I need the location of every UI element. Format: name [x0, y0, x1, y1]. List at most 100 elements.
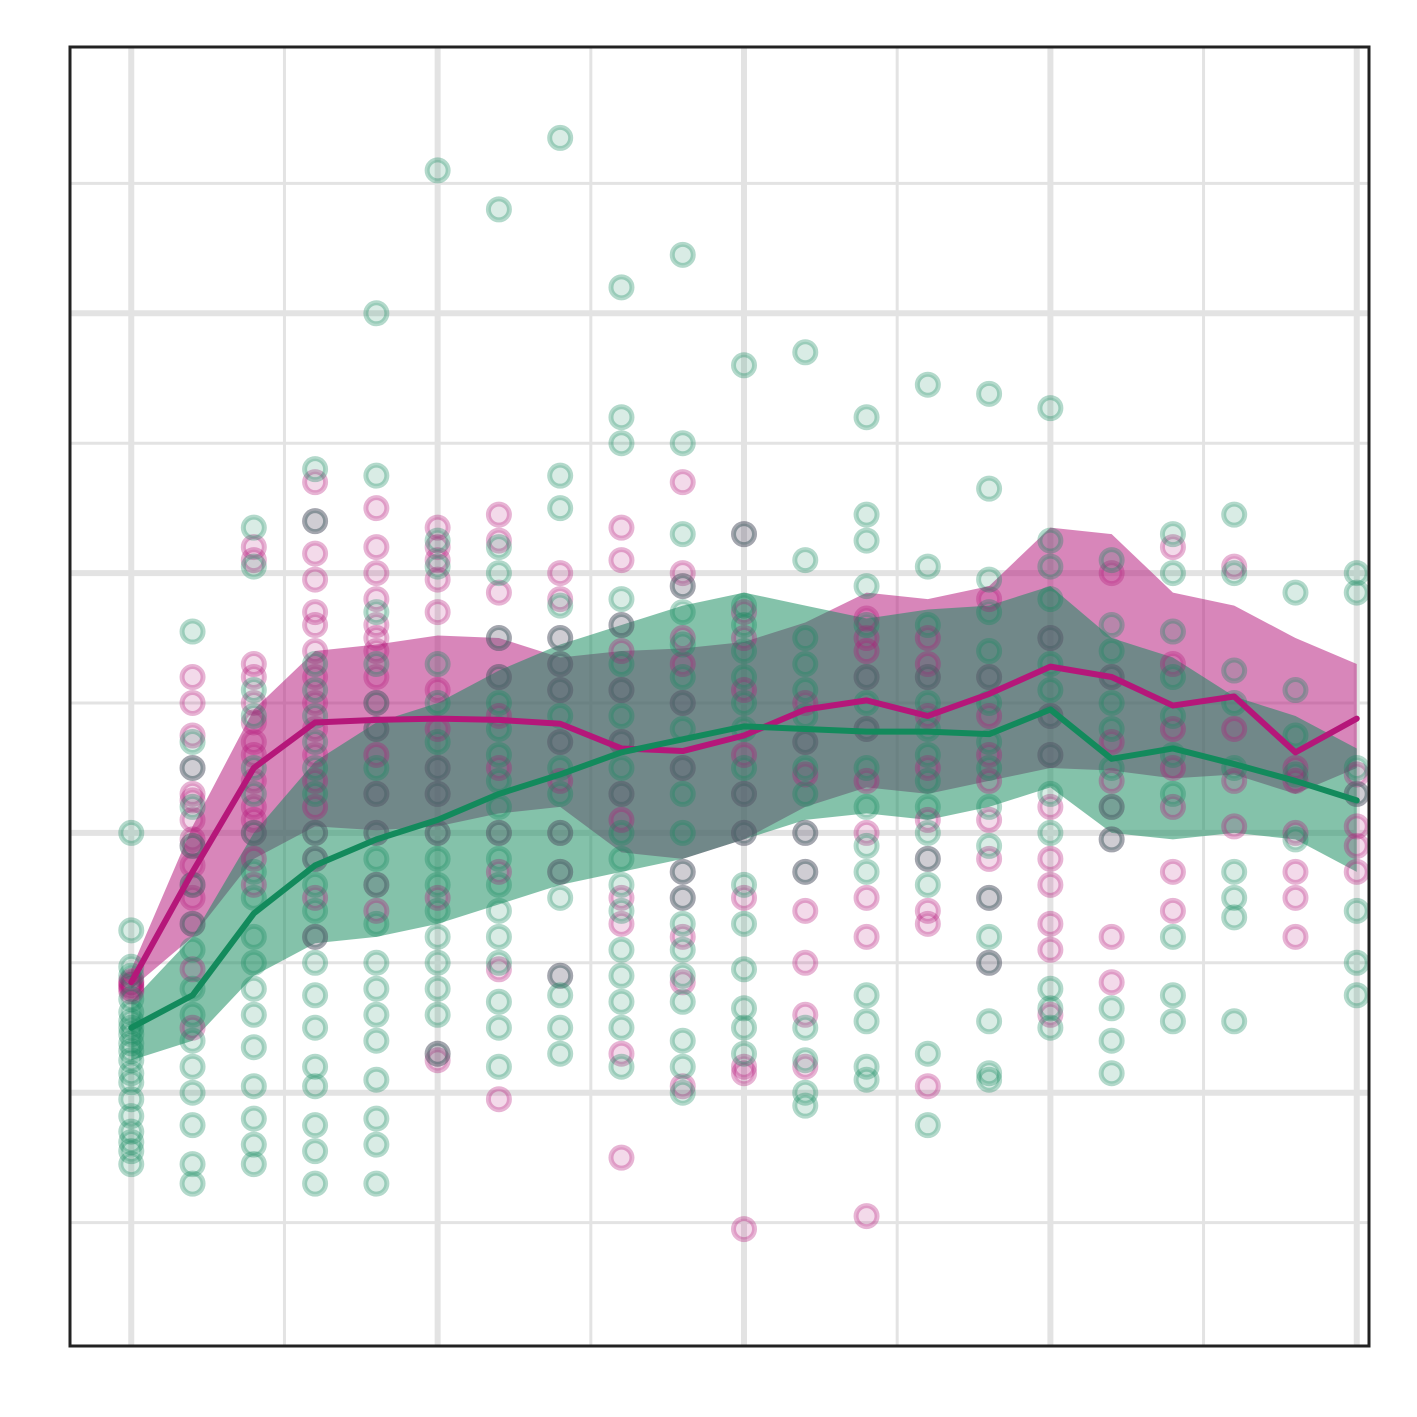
data-point — [485, 741, 512, 768]
data-point — [731, 592, 758, 619]
data-point — [547, 625, 574, 652]
data-point — [363, 612, 390, 639]
data-point — [914, 897, 941, 924]
data-point — [608, 547, 635, 574]
data-point — [976, 767, 1003, 794]
data-point — [302, 664, 329, 691]
data-point — [547, 651, 574, 678]
data-point — [547, 677, 574, 704]
data-point — [1221, 884, 1248, 911]
data-point — [179, 689, 206, 716]
data-point — [302, 923, 329, 950]
median-lines — [128, 663, 1360, 1031]
data-point — [669, 573, 696, 600]
data-point — [1098, 969, 1125, 996]
data-point — [118, 917, 145, 944]
data-point — [363, 1170, 390, 1197]
data-point — [1098, 560, 1125, 587]
data-point — [669, 819, 696, 846]
data-point — [792, 625, 819, 652]
data-point — [853, 664, 880, 691]
data-point — [914, 371, 941, 398]
data-point — [1159, 793, 1186, 820]
data-point — [731, 1014, 758, 1041]
data-point — [608, 819, 635, 846]
data-point — [363, 780, 390, 807]
data-point — [485, 949, 512, 976]
data-point — [914, 1112, 941, 1139]
data-point — [485, 767, 512, 794]
data-point — [485, 579, 512, 606]
data-point — [608, 754, 635, 781]
confidence-band — [131, 586, 1357, 1061]
data-point — [179, 722, 206, 749]
data-point — [1037, 975, 1064, 1002]
data-point — [547, 819, 574, 846]
data-point — [669, 521, 696, 548]
data-point — [485, 897, 512, 924]
data-point — [424, 677, 451, 704]
data-point — [547, 625, 574, 652]
data-point — [424, 651, 451, 678]
data-point — [853, 754, 880, 781]
data-point — [976, 884, 1003, 911]
data-point — [240, 1073, 267, 1100]
data-point — [424, 1047, 451, 1074]
data-point — [363, 897, 390, 924]
data-point — [1037, 845, 1064, 872]
data-point — [669, 689, 696, 716]
data-point — [608, 988, 635, 1015]
data-point — [1098, 923, 1125, 950]
data-point — [1159, 664, 1186, 691]
data-point — [914, 1073, 941, 1100]
data-point — [731, 1216, 758, 1243]
data-point — [853, 501, 880, 528]
data-point — [363, 625, 390, 652]
data-point — [179, 826, 206, 853]
data-point — [179, 787, 206, 814]
data-point — [302, 689, 329, 716]
data-point — [669, 625, 696, 652]
data-point — [302, 793, 329, 820]
data-point — [1221, 501, 1248, 528]
data-point — [240, 709, 267, 736]
data-point — [302, 1138, 329, 1165]
data-point — [1098, 995, 1125, 1022]
data-point — [179, 806, 206, 833]
data-point — [1098, 715, 1125, 742]
data-point — [914, 793, 941, 820]
data-point — [240, 1001, 267, 1028]
data-point — [179, 754, 206, 781]
data-point — [669, 969, 696, 996]
data-point — [118, 1086, 145, 1113]
data-point — [547, 586, 574, 613]
data-point — [179, 664, 206, 691]
data-point — [1282, 884, 1309, 911]
data-point — [1098, 826, 1125, 853]
data-point — [669, 1027, 696, 1054]
data-point — [731, 599, 758, 626]
data-point — [363, 1105, 390, 1132]
data-point — [424, 1040, 451, 1067]
data-point — [731, 638, 758, 665]
data-point — [485, 689, 512, 716]
data-point — [118, 1138, 145, 1165]
data-point — [853, 1203, 880, 1230]
data-point — [240, 664, 267, 691]
data-point — [669, 858, 696, 885]
data-point — [731, 780, 758, 807]
data-point — [853, 819, 880, 846]
data-point — [547, 858, 574, 885]
data-point — [485, 923, 512, 950]
data-point — [914, 664, 941, 691]
data-point — [731, 664, 758, 691]
data-point — [853, 612, 880, 639]
data-point — [1343, 761, 1370, 788]
data-point — [853, 1066, 880, 1093]
data-point — [976, 702, 1003, 729]
data-point — [792, 754, 819, 781]
data-point — [608, 677, 635, 704]
data-point — [976, 884, 1003, 911]
